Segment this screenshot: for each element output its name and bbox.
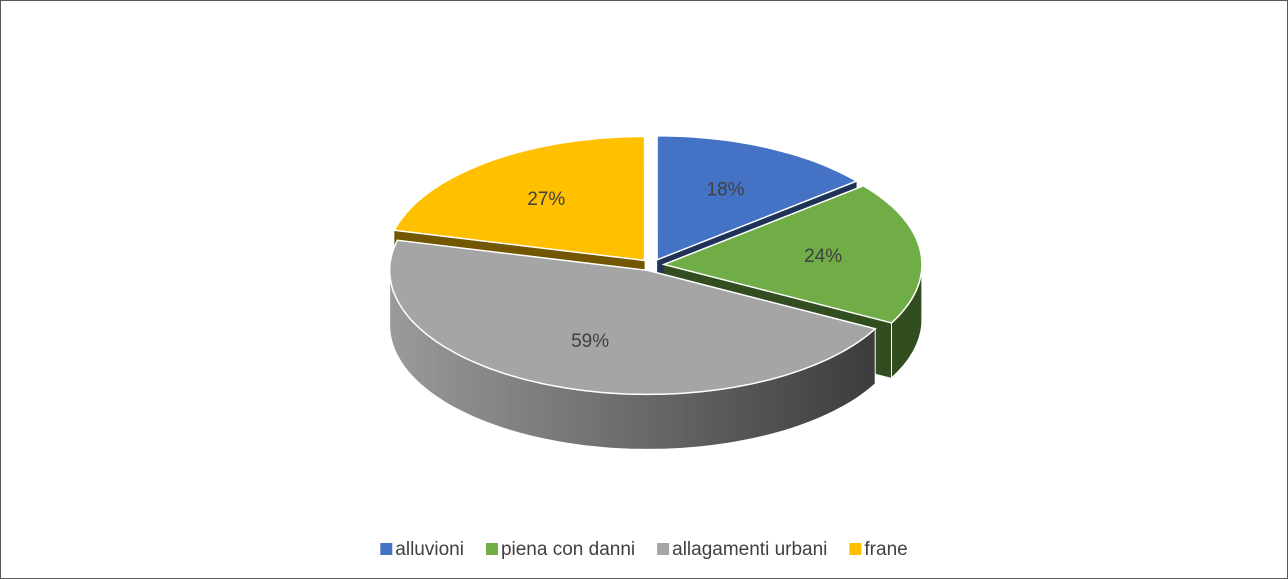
legend-swatch [380,543,393,555]
pie-tops: 18% 24% 59% 27% [388,135,923,396]
legend-label: allagamenti urbani [672,539,827,560]
pie-slice [393,135,646,262]
legend-label: frane [864,539,907,560]
pie-slice [388,239,877,396]
data-label: 24% [804,246,842,267]
pie-slice [661,184,923,324]
data-label: 27% [527,189,565,210]
legend-swatch [849,543,862,555]
data-label: 59% [571,331,609,352]
legend-label: alluvioni [395,539,464,560]
data-label: 18% [707,179,745,200]
legend-swatch [485,543,498,555]
legend: alluvioni piena con danni allagamenti urba… [380,539,908,560]
legend-swatch [657,543,670,555]
legend-label: piena con danni [501,539,635,560]
pie-slice [656,135,859,261]
